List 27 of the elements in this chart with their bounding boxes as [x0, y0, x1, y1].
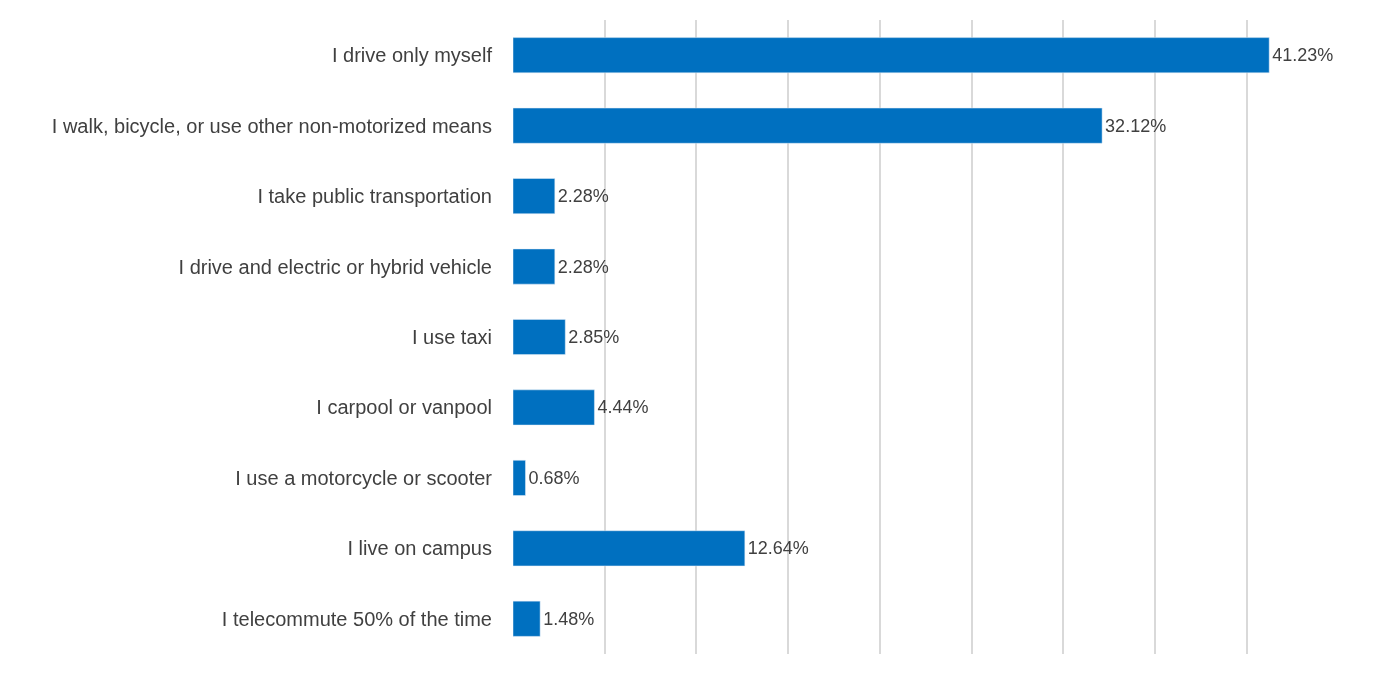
data-label: 0.68%	[528, 467, 580, 488]
data-label: 4.44%	[597, 397, 649, 418]
y-tick-label: I use a motorcycle or scooter	[235, 466, 493, 489]
data-label: 2.85%	[568, 327, 620, 347]
data-label: 2.28%	[557, 186, 609, 207]
data-label: 12.64%	[747, 538, 809, 559]
bar	[513, 107, 1103, 144]
data-label: 2.28%	[557, 256, 609, 277]
y-tick-label: I telecommute 50% of the time	[221, 607, 492, 630]
bar	[513, 248, 556, 285]
bar	[513, 319, 566, 355]
bar	[513, 178, 556, 214]
bar	[513, 389, 595, 426]
y-tick-label: I live on campus	[347, 537, 492, 560]
data-label: 1.48%	[543, 608, 595, 629]
data-label: 32.12%	[1105, 115, 1167, 136]
y-tick-label: I drive only myself	[331, 44, 493, 67]
y-tick-label: I walk, bicycle, or use other non-motorized means	[51, 114, 492, 137]
data-label: 41.23%	[1272, 45, 1334, 66]
bar	[513, 460, 526, 496]
y-tick-label: I drive and electric or hybrid vehicle	[178, 255, 492, 278]
bar	[513, 530, 746, 567]
y-tick-label: I carpool or vanpool	[316, 396, 492, 419]
y-tick-label: I take public transportation	[257, 185, 492, 208]
bar	[513, 37, 1270, 74]
y-tick-label: I use taxi	[411, 326, 492, 348]
bar	[513, 600, 541, 637]
